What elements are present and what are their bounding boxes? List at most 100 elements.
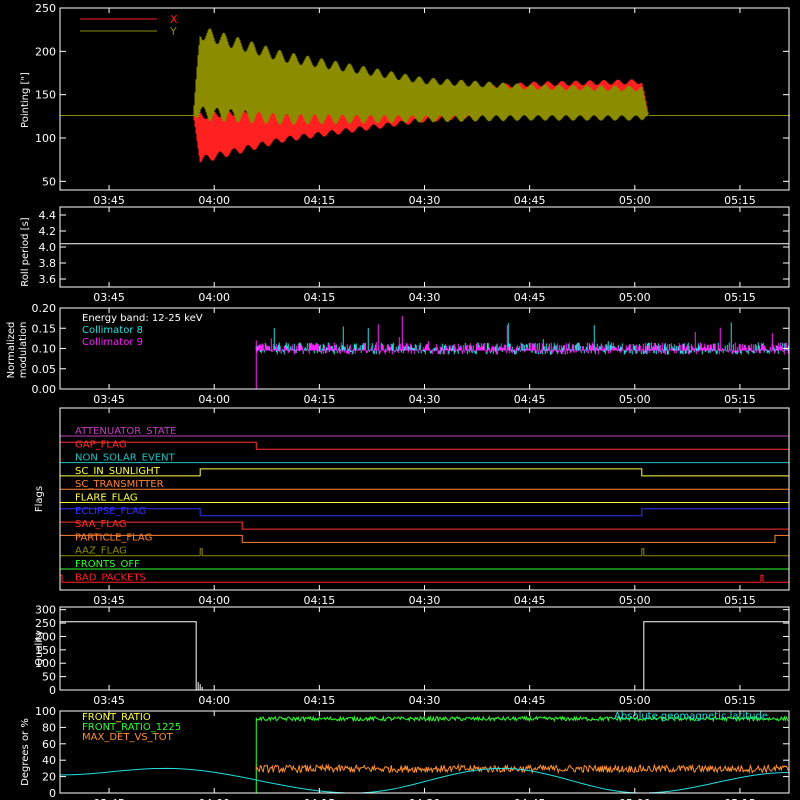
legend-label: FRONT_RATIO xyxy=(82,712,151,723)
x-tick-label: 04:15 xyxy=(304,393,336,406)
x-tick-label: 03:45 xyxy=(93,393,125,406)
x-tick-label: 05:00 xyxy=(619,594,651,607)
x-tick-label: 04:45 xyxy=(514,393,546,406)
x-tick-label: 04:30 xyxy=(409,694,441,707)
flag-label: SC_IN_SUNLIGHT xyxy=(75,466,161,477)
latitude-annotation: Absolute geomagnetic latitude xyxy=(614,711,768,722)
flag-line xyxy=(60,521,789,530)
roll-period-panel: 03:45 04:00 04:15 04:30 04:45 05:00 05:15 4.4 4.… xyxy=(20,206,790,304)
front-ratio-1225-line xyxy=(60,714,789,794)
flag-label: ECLIPSE_FLAG xyxy=(75,506,146,517)
x-tick-label: 05:15 xyxy=(724,797,756,800)
x-tick-label: 04:45 xyxy=(514,194,546,207)
y-tick-label: 200 xyxy=(35,45,56,58)
x-tick-label: 04:00 xyxy=(198,291,230,304)
x-tick-label: 04:30 xyxy=(409,393,441,406)
x-tick-label: 04:15 xyxy=(304,194,336,207)
x-tick-label: 05:00 xyxy=(619,194,651,207)
y-tick-label: 250 xyxy=(35,2,56,15)
modulation-panel: 03:45 04:00 04:15 04:30 04:45 05:00 05:15 0.20 0… xyxy=(6,302,790,406)
y-tick-label: 4.0 xyxy=(39,241,57,254)
x-tick-label: 04:45 xyxy=(514,694,546,707)
y-tick-label: 80 xyxy=(42,721,56,734)
legend-label: FRONT_RATIO_1225 xyxy=(82,722,181,733)
legend-label: X xyxy=(170,13,178,26)
flags-panel: ATTENUATOR_STATE GAP_FLAG NON_SOLAR_EVENT S… xyxy=(34,407,790,607)
x-tick-label: 05:00 xyxy=(619,393,651,406)
series-y-line xyxy=(60,28,790,125)
y-tick-label: 50 xyxy=(42,671,56,684)
x-tick-label: 04:00 xyxy=(198,797,230,800)
x-tick-label: 04:00 xyxy=(198,194,230,207)
x-tick-label: 04:30 xyxy=(409,194,441,207)
y-tick-label: 150 xyxy=(35,89,56,102)
x-tick-label: 04:00 xyxy=(198,694,230,707)
x-tick-label: 04:00 xyxy=(198,594,230,607)
x-tick-label: 04:15 xyxy=(304,694,336,707)
x-tick-label: 03:45 xyxy=(93,194,125,207)
pointing-panel: 03:45 04:00 04:15 04:30 04:45 05:00 05:15 250 20… xyxy=(20,2,790,207)
max-det-vs-tot-line xyxy=(255,763,789,775)
y-axis-label: Degrees or % xyxy=(20,718,31,786)
y-tick-label: 20 xyxy=(42,771,56,784)
legend-label: Collimator 9 xyxy=(82,337,143,348)
y-tick-label: 100 xyxy=(35,657,56,670)
x-tick-label: 04:15 xyxy=(304,594,336,607)
flag-line xyxy=(60,534,789,543)
legend-label: Y xyxy=(169,25,177,38)
collimator-9-line xyxy=(255,316,789,355)
y-tick-label: 60 xyxy=(42,738,56,751)
flag-label: ATTENUATOR_STATE xyxy=(75,426,176,437)
y-tick-label: 200 xyxy=(35,630,56,643)
x-tick-label: 05:15 xyxy=(724,291,756,304)
quality-line xyxy=(60,621,789,690)
plot-frame xyxy=(59,606,790,691)
y-tick-label: 4.2 xyxy=(39,225,57,238)
x-tick-label: 05:15 xyxy=(724,594,756,607)
x-tick-label: 03:45 xyxy=(93,594,125,607)
legend-label: MAX_DET_VS_TOT xyxy=(82,732,174,743)
flag-line xyxy=(60,468,789,477)
x-tick-label: 04:15 xyxy=(304,797,336,800)
y-tick-label: 4.4 xyxy=(39,209,57,222)
y-tick-label: 150 xyxy=(35,644,56,657)
y-tick-label: 0.10 xyxy=(32,343,57,356)
flag-line xyxy=(59,574,789,583)
y-axis-label: Pointing ["] xyxy=(20,72,31,128)
y-tick-label: 40 xyxy=(42,754,56,767)
y-tick-label: 0 xyxy=(49,684,56,697)
y-tick-label: 3.8 xyxy=(39,257,57,270)
y-tick-label: 0.15 xyxy=(32,322,57,335)
x-tick-label: 04:30 xyxy=(409,291,441,304)
x-tick-label: 05:15 xyxy=(724,194,756,207)
x-tick-label: 04:45 xyxy=(514,797,546,800)
y-axis-label: Quality xyxy=(34,630,45,666)
flag-line xyxy=(60,441,789,450)
flag-line xyxy=(60,508,789,517)
y-tick-label: 0.05 xyxy=(32,363,57,376)
y-tick-label: 250 xyxy=(35,617,56,630)
x-tick-label: 03:45 xyxy=(93,694,125,707)
x-tick-label: 03:45 xyxy=(93,797,125,800)
flag-label: SAA_FLAG xyxy=(75,519,126,530)
quality-panel: 03:45 04:00 04:15 04:30 04:45 05:00 05:15 30025… xyxy=(34,604,790,707)
y-tick-label: 0 xyxy=(49,787,56,800)
x-tick-label: 04:45 xyxy=(514,594,546,607)
flag-label: PARTICLE_FLAG xyxy=(75,532,152,543)
y-tick-label: 100 xyxy=(35,132,56,145)
flag-label: BAD_PACKETS xyxy=(75,572,146,583)
y-tick-label: 0.20 xyxy=(32,302,57,315)
flag-label: FLARE_FLAG xyxy=(75,493,138,504)
flag-label: SC_TRANSMITTER xyxy=(75,479,164,490)
x-tick-label: 05:00 xyxy=(619,797,651,800)
y-tick-label: 100 xyxy=(35,705,56,718)
x-tick-label: 04:30 xyxy=(409,797,441,800)
flag-label: AAZ_FLAG xyxy=(75,546,127,557)
x-tick-label: 03:45 xyxy=(93,291,125,304)
y-axis-label: Roll period [s] xyxy=(20,217,31,286)
y-tick-label: 50 xyxy=(42,175,56,188)
y-tick-label: 3.6 xyxy=(39,273,57,286)
x-tick-label: 04:30 xyxy=(409,594,441,607)
x-tick-label: 04:00 xyxy=(198,393,230,406)
